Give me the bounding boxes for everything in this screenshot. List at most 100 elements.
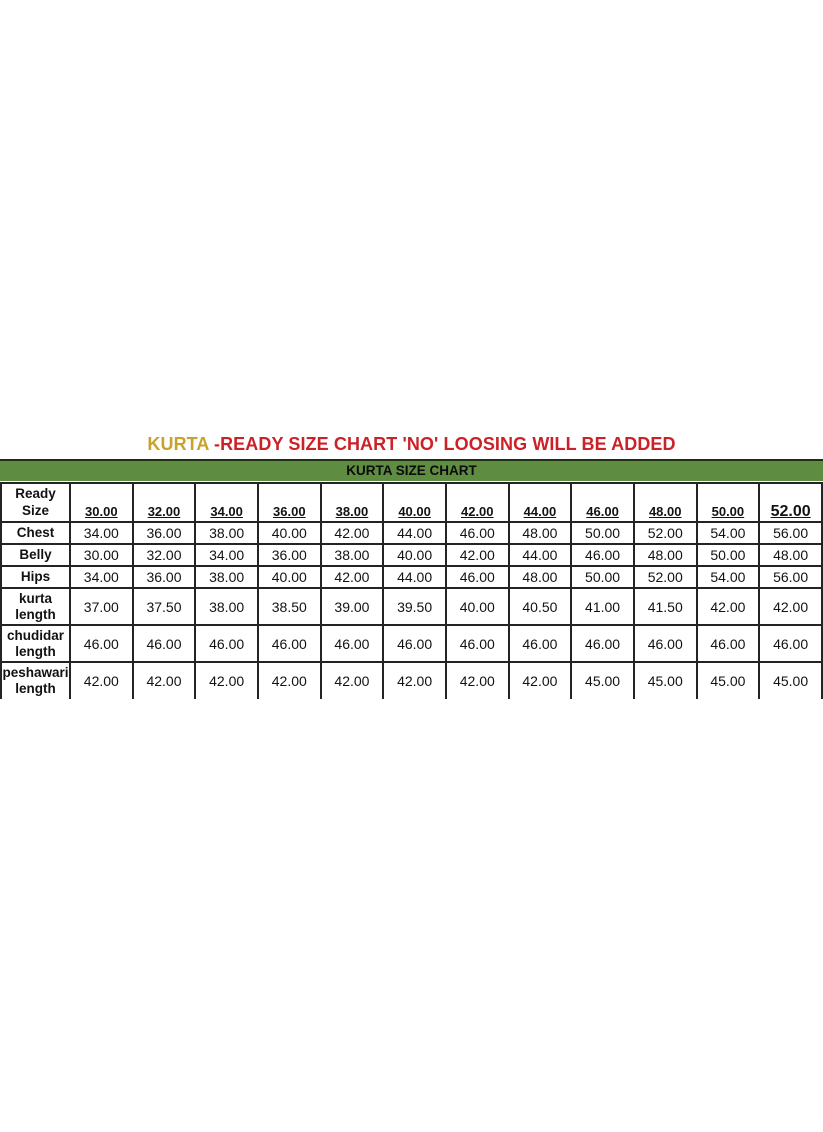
size-header-value: 48.00 [648,504,682,519]
table-cell: 42.00 [758,587,823,626]
table-cell: 40.50 [507,587,573,626]
table-cell: 42.00 [256,661,322,699]
table-cell: 56.00 [758,521,823,545]
table-cell: 42.00 [507,661,573,699]
column-header-size: 30.00 [69,482,134,523]
table-cell: 40.00 [256,521,322,545]
table-cell: 52.00 [632,565,698,589]
table-row: kurta length 37.00 37.50 38.00 38.50 39.00 39.… [0,587,823,626]
table-cell: 42.00 [444,543,510,567]
table-cell: 42.00 [319,565,385,589]
row-label: Chest [0,521,71,545]
header-row: Ready Size 30.00 32.00 34.00 36.00 38.00 40.00… [0,482,823,523]
table-cell: 50.00 [570,521,635,545]
table-cell: 38.00 [194,521,259,545]
table-cell: 46.00 [444,565,510,589]
table-cell: 52.00 [632,521,698,545]
size-header-value: 52.00 [770,503,811,520]
table-cell: 46.00 [194,624,259,663]
table-cell: 46.00 [507,624,573,663]
column-header-size: 42.00 [444,482,510,523]
table-cell: 39.00 [319,587,385,626]
row-label: chudidar length [0,624,71,663]
table-cell: 54.00 [695,565,761,589]
column-header-size: 52.00 [758,482,823,523]
table-cell: 50.00 [570,565,635,589]
row-label: Belly [0,543,71,567]
size-header-value: 42.00 [460,504,494,519]
size-header-value: 40.00 [398,504,431,519]
table-cell: 38.50 [256,587,322,626]
table-cell: 41.00 [570,587,635,626]
table-cell: 45.00 [632,661,698,699]
size-header-value: 46.00 [586,504,619,519]
table-cell: 46.00 [319,624,385,663]
table-cell: 45.00 [695,661,761,699]
table-cell: 46.00 [444,624,510,663]
table-cell: 42.00 [695,587,761,626]
table-cell: 46.00 [69,624,134,663]
table-cell: 48.00 [632,543,698,567]
table-cell: 42.00 [444,661,510,699]
size-header-value: 30.00 [85,504,118,519]
table-cell: 46.00 [382,624,447,663]
table-cell: 39.50 [382,587,447,626]
table-row: Belly 30.00 32.00 34.00 36.00 38.00 40.00 42.00… [0,543,823,567]
size-header-value: 32.00 [147,504,181,519]
table-cell: 50.00 [695,543,761,567]
table-cell: 48.00 [507,565,573,589]
table-cell: 38.00 [194,587,259,626]
column-header-size: 50.00 [695,482,761,523]
table-cell: 48.00 [507,521,573,545]
title-rest: -READY SIZE CHART 'NO' LOOSING WILL BE A… [208,434,676,454]
table-row: Chest 34.00 36.00 38.00 40.00 42.00 44.00 46.00… [0,521,823,545]
table-cell: 40.00 [256,565,322,589]
size-chart-table: Ready Size 30.00 32.00 34.00 36.00 38.00 40.00… [0,482,823,699]
table-cell: 48.00 [758,543,823,567]
column-header-size: 44.00 [507,482,573,523]
column-header-size: 34.00 [194,482,259,523]
table-cell: 37.00 [69,587,134,626]
table-cell: 36.00 [131,565,197,589]
table-cell: 42.00 [69,661,134,699]
table-cell: 46.00 [570,624,635,663]
table-cell: 42.00 [382,661,447,699]
size-header-value: 38.00 [335,504,369,519]
size-header-value: 50.00 [711,504,745,519]
table-cell: 45.00 [570,661,635,699]
table-cell: 32.00 [131,543,197,567]
size-header-value: 34.00 [210,504,243,519]
table-cell: 46.00 [444,521,510,545]
table-cell: 34.00 [69,521,134,545]
column-header-size: 40.00 [382,482,447,523]
table-cell: 38.00 [319,543,385,567]
table-cell: 40.00 [382,543,447,567]
table-cell: 30.00 [69,543,134,567]
table-cell: 44.00 [507,543,573,567]
table-cell: 54.00 [695,521,761,545]
table-cell: 42.00 [194,661,259,699]
table-cell: 44.00 [382,565,447,589]
column-header-ready-size: Ready Size [0,482,71,523]
table-cell: 34.00 [69,565,134,589]
table-cell: 46.00 [632,624,698,663]
column-header-size: 46.00 [570,482,635,523]
column-header-size: 36.00 [256,482,322,523]
table-cell: 42.00 [319,661,385,699]
table-cell: 46.00 [256,624,322,663]
size-header-value: 36.00 [273,504,306,519]
table-cell: 36.00 [256,543,322,567]
table-cell: 56.00 [758,565,823,589]
table-banner: KURTA SIZE CHART [0,459,823,481]
table-cell: 42.00 [131,661,197,699]
table-cell: 45.00 [758,661,823,699]
table-cell: 46.00 [131,624,197,663]
table-cell: 38.00 [194,565,259,589]
table-row: Hips 34.00 36.00 38.00 40.00 42.00 44.00 46.00 4… [0,565,823,589]
table-cell: 44.00 [382,521,447,545]
table-cell: 36.00 [131,521,197,545]
table-row: chudidar length 46.00 46.00 46.00 46.00 46.00… [0,624,823,663]
table-cell: 46.00 [695,624,761,663]
page-title: KURTA -READY SIZE CHART 'NO' LOOSING WIL… [0,434,823,455]
